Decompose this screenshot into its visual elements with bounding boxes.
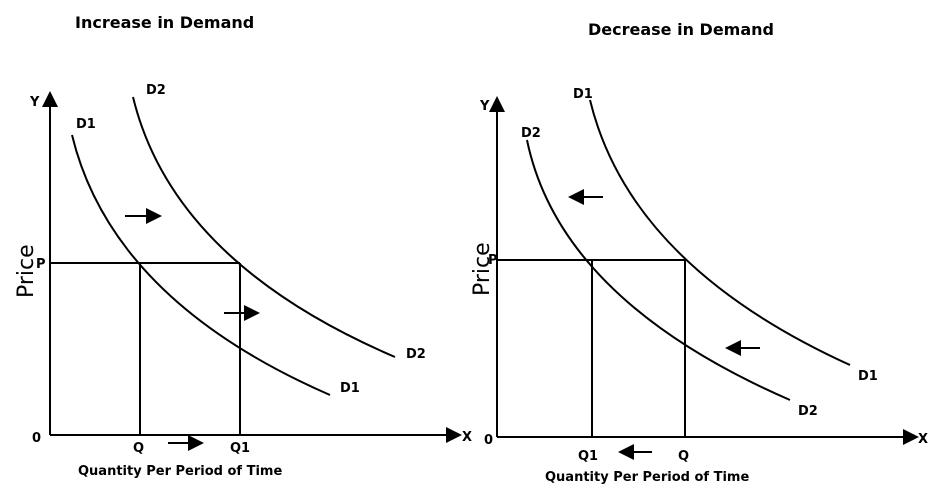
x-axis-label: X [918, 432, 928, 447]
x-axis-label: X [462, 430, 472, 445]
curve-d1 [71, 134, 331, 396]
y-axis-label: Y [479, 99, 490, 114]
origin-label: 0 [32, 431, 41, 446]
curve-label: D2 [146, 83, 166, 98]
y-axis-label: Y [29, 95, 40, 110]
panel-title: Increase in Demand [75, 13, 254, 32]
panel-decrease: Decrease in Demand Y X 0 Price P D1 D1 D… [470, 20, 928, 485]
p-label: P [488, 253, 498, 268]
origin-label: 0 [484, 433, 493, 448]
panel-increase: Increase in Demand Y X 0 Price P D1 D1 D… [14, 13, 472, 479]
curve-d1 [589, 99, 851, 366]
curve-d2 [526, 139, 791, 401]
x-caption: Quantity Per Period of Time [78, 464, 282, 479]
quantity-label: Q1 [230, 441, 250, 456]
panel-title: Decrease in Demand [588, 20, 774, 39]
curve-d2 [132, 96, 396, 358]
curve-label: D2 [798, 404, 818, 419]
curve-label: D1 [76, 117, 96, 132]
quantity-label: Q [133, 441, 144, 456]
curve-label: D2 [521, 126, 541, 141]
x-caption: Quantity Per Period of Time [545, 470, 749, 485]
quantity-label: Q1 [578, 449, 598, 464]
curve-label: D1 [340, 381, 360, 396]
quantity-label: Q [678, 449, 689, 464]
curve-label: D1 [573, 87, 593, 102]
price-label: Price [14, 244, 39, 298]
curve-label: D2 [406, 347, 426, 362]
curve-label: D1 [858, 369, 878, 384]
p-label: P [36, 257, 46, 272]
price-label: Price [470, 242, 495, 296]
